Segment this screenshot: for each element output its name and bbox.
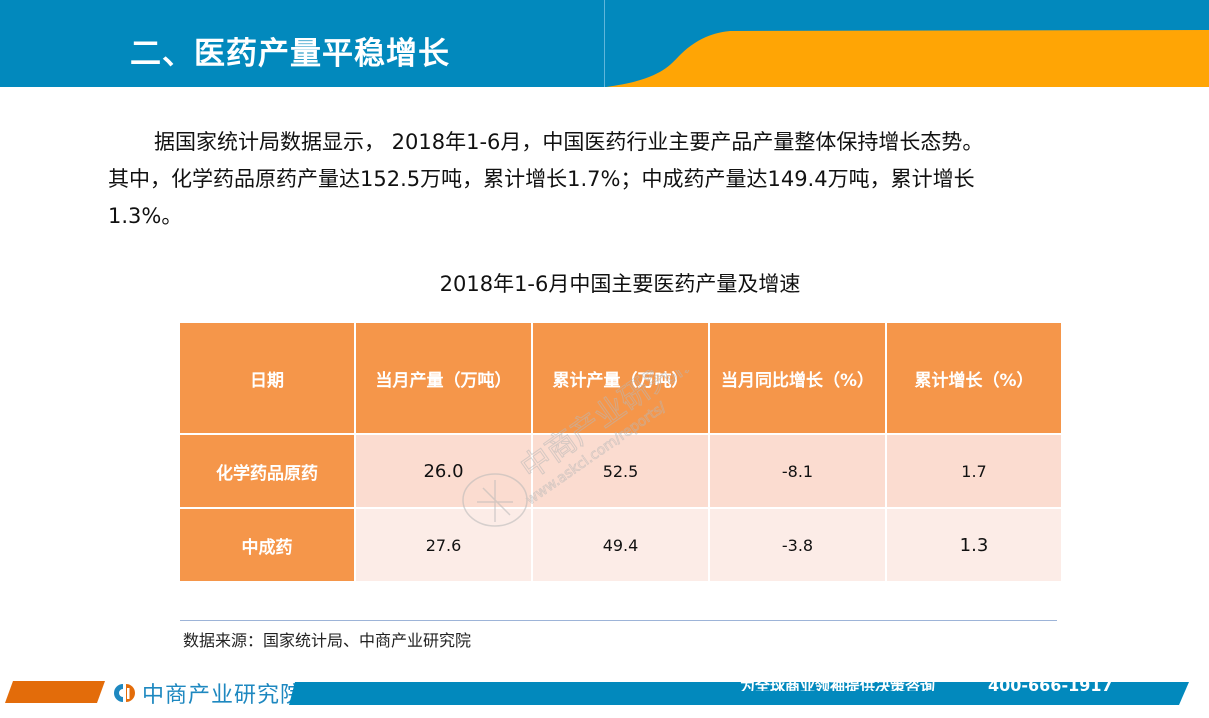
- cell-monthly-yoy: -3.8: [708, 507, 887, 583]
- cell-monthly-output: 27.6: [354, 507, 533, 583]
- cell-cumulative-output: 49.4: [531, 507, 710, 583]
- page-title: 二、医药产量平稳增长: [130, 36, 450, 72]
- cell-cumulative-output: 52.5: [531, 433, 710, 509]
- footer-logo-name: 中商产业研究院: [142, 683, 304, 708]
- cell-cumulative-growth: 1.3: [885, 507, 1063, 583]
- cell-cumulative-growth: 1.7: [885, 433, 1063, 509]
- intro-line-3: 1.3%。: [108, 204, 183, 228]
- column-header-date: 日期: [178, 321, 356, 435]
- column-header-cumulative-growth: 累计增长（%）: [885, 321, 1063, 435]
- cell-monthly-output: 26.0: [354, 433, 533, 509]
- footer-tagline: 为全球商业领袖提供决策咨询: [740, 677, 936, 691]
- intro-paragraph: 据国家统计局数据显示， 2018年1-6月，中国医药行业主要产品产量整体保持增长…: [108, 124, 1098, 235]
- table-title: 2018年1-6月中国主要医药产量及增速: [439, 272, 801, 296]
- intro-line-2: 其中，化学药品原药产量达152.5万吨，累计增长1.7%；中成药产量达149.4…: [108, 167, 975, 191]
- data-source: 数据来源：国家统计局、中商产业研究院: [183, 631, 472, 650]
- footer-orange-bar: [4, 681, 106, 703]
- source-divider: [180, 620, 1057, 621]
- footer-phone: 400-666-1917: [988, 676, 1113, 695]
- footer-logo: 中商产业研究院: [112, 677, 303, 709]
- cell-monthly-yoy: -8.1: [708, 433, 887, 509]
- column-header-monthly-yoy: 当月同比增长（%）: [708, 321, 887, 435]
- footer-blue-bar: [289, 682, 1189, 705]
- table-header-row: 日期 当月产量（万吨） 累计产量（万吨） 当月同比增长（%） 累计增长（%）: [178, 321, 1063, 435]
- header-divider: [604, 0, 605, 87]
- table-row: 中成药 27.6 49.4 -3.8 1.3: [178, 507, 1063, 583]
- row-label: 化学药品原药: [178, 433, 356, 509]
- company-logo-icon: [114, 684, 135, 702]
- table-row: 化学药品原药 26.0 52.5 -8.1 1.7: [178, 433, 1063, 509]
- intro-line-1: 据国家统计局数据显示， 2018年1-6月，中国医药行业主要产品产量整体保持增长…: [154, 130, 984, 154]
- header-swoosh-decoration: [606, 30, 1209, 87]
- column-header-cumulative-output: 累计产量（万吨）: [531, 321, 710, 435]
- row-label: 中成药: [178, 507, 356, 583]
- column-header-monthly-output: 当月产量（万吨）: [354, 321, 533, 435]
- header-banner: 二、医药产量平稳增长: [0, 0, 1209, 87]
- production-table: 日期 当月产量（万吨） 累计产量（万吨） 当月同比增长（%） 累计增长（%） 化…: [178, 321, 1063, 583]
